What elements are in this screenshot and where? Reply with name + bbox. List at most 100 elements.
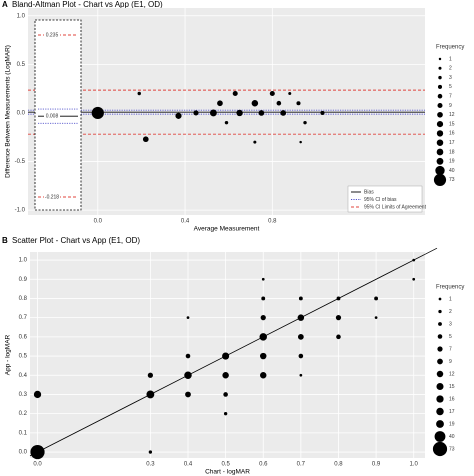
legend-label: 18 (449, 149, 455, 155)
legend-label: 5 (449, 334, 452, 340)
legend-label: 95% CI Limits of Agreement (364, 204, 427, 210)
point (259, 333, 267, 341)
point (184, 371, 192, 379)
point (224, 120, 229, 125)
legend-point (438, 309, 442, 314)
x-tick-label: 0.5 (221, 462, 230, 468)
legend-point (436, 370, 444, 378)
point (276, 100, 282, 106)
y-tick-label: -1.0 (15, 208, 26, 214)
y-axis-title: App - logMAR (5, 334, 12, 375)
legend-label: 12 (449, 371, 455, 377)
point (260, 315, 266, 321)
x-tick-label: 0.3 (146, 462, 155, 468)
point (223, 392, 228, 397)
legend-point (436, 157, 444, 165)
legend-point (436, 407, 444, 416)
point (374, 296, 379, 301)
point (142, 136, 149, 143)
point (251, 99, 259, 107)
legend-label: 95% CI of bias (364, 197, 397, 203)
inset-label: 0.008 (46, 114, 59, 120)
point (217, 100, 223, 107)
legend-label: 19 (449, 421, 455, 427)
point (193, 110, 199, 116)
point (299, 373, 303, 377)
point (223, 411, 228, 416)
legend-label: 3 (449, 321, 452, 327)
chart-title: Scatter Plot - Chart vs App (E1, OD) (12, 236, 140, 245)
point (185, 391, 191, 398)
legend-label: 2 (449, 309, 452, 315)
point (335, 315, 342, 321)
point (33, 390, 42, 399)
x-tick-label: 0.6 (259, 462, 268, 468)
point (210, 109, 217, 117)
point (91, 106, 104, 120)
legend-label: 5 (449, 84, 452, 90)
x-tick-label: 0.8 (268, 219, 277, 225)
point (236, 109, 243, 117)
legend-label: 9 (449, 359, 452, 365)
point (412, 258, 416, 262)
inset-label-bg (44, 193, 60, 201)
point (269, 90, 275, 97)
legend-point (437, 111, 443, 118)
point (303, 120, 307, 125)
y-tick-label: 0.3 (19, 392, 28, 398)
legend-point (433, 173, 447, 186)
y-tick-label: 0.8 (19, 296, 28, 302)
point (185, 353, 191, 359)
point (147, 372, 153, 378)
legend-point (435, 165, 445, 176)
y-tick-label: -0.5 (15, 159, 26, 165)
legend-point (437, 102, 443, 109)
legend-label: 15 (449, 121, 455, 127)
point (296, 101, 301, 106)
x-tick-label: 0.0 (33, 462, 42, 468)
legend-label: Bias (364, 189, 374, 195)
x-tick-label: 0.8 (334, 462, 343, 468)
point (260, 352, 267, 360)
point (222, 352, 230, 360)
legend-point (438, 297, 442, 301)
y-tick-label: 0.2 (19, 411, 28, 417)
y-tick-label: 0.0 (17, 111, 26, 117)
legend-point (436, 382, 444, 391)
legend-point (434, 431, 446, 442)
legend-label: 40 (449, 168, 455, 174)
identity-line (424, 247, 438, 255)
x-tick-label: 0.4 (181, 219, 190, 225)
legend-point (438, 322, 442, 326)
size-legend-title: Frequency (436, 285, 464, 291)
x-axis-title: Average Measurement (194, 226, 260, 233)
legend-label: 3 (449, 75, 452, 81)
legend-label: 73 (449, 446, 455, 452)
legend-label: 17 (449, 140, 455, 146)
point (298, 353, 304, 359)
legend-point (436, 395, 444, 403)
panel-label: B (2, 236, 8, 245)
point (261, 277, 265, 281)
point (186, 316, 190, 320)
point (297, 314, 305, 321)
inset-label-bg (44, 31, 60, 39)
plot-background (28, 8, 425, 215)
x-axis-title: Chart - logMAR (205, 469, 250, 476)
y-tick-label: 0.5 (17, 62, 26, 68)
y-tick-label: 0.7 (19, 315, 28, 321)
point (299, 140, 302, 144)
legend-label: 40 (449, 434, 455, 440)
y-tick-label: 0.1 (19, 430, 28, 436)
legend-point (436, 121, 444, 128)
legend-label: 9 (449, 103, 452, 109)
chart-title: Bland-Altman Plot - Chart vs App (E1, OD… (12, 0, 163, 9)
legend-point (436, 130, 444, 137)
y-tick-label: 0.4 (19, 373, 28, 379)
legend-point (438, 75, 442, 80)
x-tick-label: 1.0 (410, 462, 419, 468)
legend-point (436, 148, 444, 156)
legend-label: 7 (449, 94, 452, 100)
legend-label: 1 (449, 296, 452, 302)
